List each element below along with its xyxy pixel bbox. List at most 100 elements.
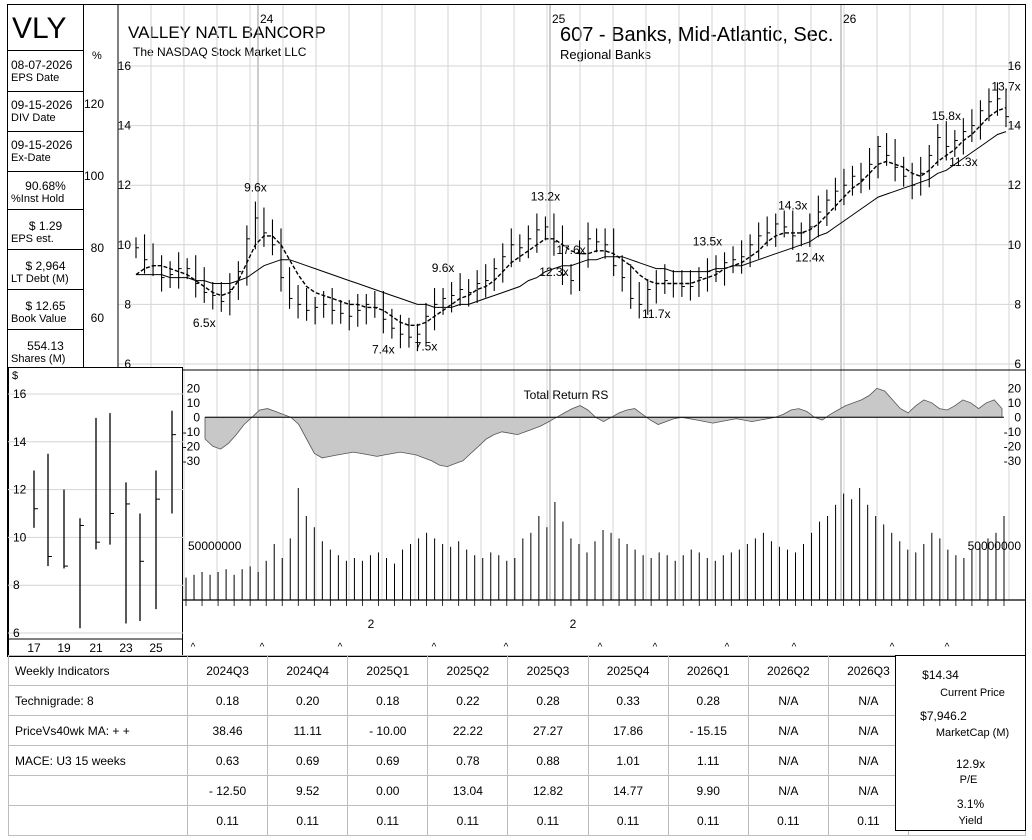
volume-ref-label-left: 50000000 xyxy=(188,539,242,553)
pe-label: P/E xyxy=(959,774,978,786)
event-caret: ^ xyxy=(792,642,797,653)
price-tick-right: 14 xyxy=(1008,119,1022,133)
price-tick-left: 14 xyxy=(118,119,132,133)
table-row: Technigrade: 8 0.18 0.20 0.18 0.22 0.28 0.33 0.… xyxy=(8,685,1027,716)
sidebar-fact: 554.13 Shares (M) xyxy=(8,330,83,370)
price-tick-left: 12 xyxy=(118,178,132,192)
year-label: 26 xyxy=(843,12,857,26)
table-cell: 0.11 xyxy=(507,805,589,836)
sidebar-fact: 09-15-2026 DIV Date xyxy=(8,92,83,132)
table-cell: 0.11 xyxy=(587,805,669,836)
sidebar-fact-label: DIV Date xyxy=(11,112,56,124)
pe-annotation: 7.4x xyxy=(372,343,395,357)
table-cell: 0.33 xyxy=(587,685,669,716)
table-cell: 0.88 xyxy=(507,745,589,776)
current-price: $14.34 xyxy=(922,668,959,682)
inset-price-tick: 14 xyxy=(13,435,27,449)
rs-tick-right: -10 xyxy=(1004,425,1022,439)
table-header-cell: 2026Q1 xyxy=(667,655,749,686)
table-header-cell: 2025Q4 xyxy=(587,655,669,686)
event-caret: ^ xyxy=(598,642,603,653)
pe-annotation: 11.3x xyxy=(949,155,977,169)
event-caret: ^ xyxy=(890,642,895,653)
table-cell: N/A xyxy=(747,745,829,776)
table-cell: - 15.15 xyxy=(667,715,749,746)
pe-ratio: 12.9x xyxy=(955,757,986,771)
table-row: - 12.50 9.52 0.00 13.04 12.82 14.77 9.90 N/A N/A… xyxy=(8,775,1027,806)
event-caret: ^ xyxy=(504,642,509,653)
market-cap-label: MarketCap (M) xyxy=(935,727,1010,739)
table-cell: N/A xyxy=(747,715,829,746)
table-cell: 0.11 xyxy=(747,805,829,836)
inset-price-tick: 10 xyxy=(13,530,27,544)
inset-chart: $ 6 8 10 12 14 16 17 19 21 23 25 xyxy=(8,370,183,655)
table-cell: 13.04 xyxy=(427,775,509,806)
event-caret: ^ xyxy=(432,642,437,653)
table-header-cell: 2026Q2 xyxy=(747,655,829,686)
table-cell: 17.86 xyxy=(587,715,669,746)
sidebar-fact-label: Book Value xyxy=(11,313,67,325)
event-caret: ^ xyxy=(260,642,265,653)
event-caret: ^ xyxy=(653,642,658,653)
sidebar-fact-value: 09-15-2026 xyxy=(11,138,73,152)
inset-price-tick: 8 xyxy=(13,578,20,592)
price-tick-right: 8 xyxy=(1014,297,1021,311)
rs-title: Total Return RS xyxy=(524,388,609,402)
event-caret: ^ xyxy=(945,642,950,653)
moving-average-fast xyxy=(135,107,1007,326)
rs-tick-right: 10 xyxy=(1008,396,1022,410)
table-cell: Technigrade: 8 xyxy=(8,685,188,716)
rs-plot xyxy=(204,387,1004,468)
split-marker: 2 xyxy=(570,617,577,631)
pe-annotation: 6.5x xyxy=(193,316,216,330)
main-chart: 9.6x 6.5x 7.4x 9.6x 7.5x 13.2x 12.3x 17.6x 11.7x… xyxy=(84,4,1026,653)
dividend-yield: 3.1% xyxy=(956,797,985,811)
table-cell: 9.52 xyxy=(267,775,349,806)
rs-tick-right: -20 xyxy=(1004,439,1022,453)
table-row: PriceVs40wk MA: + +38.46 11.11- 10.00 22.2… xyxy=(8,715,1027,746)
table-row: 0.110.110.110.110.110.110.110.110.11DIV xyxy=(8,805,1027,836)
inset-x-label: 17 xyxy=(27,641,41,655)
table-header-cell: 2025Q3 xyxy=(507,655,589,686)
table-cell: 27.27 xyxy=(507,715,589,746)
sidebar-fact-label: LT Debt (M) xyxy=(11,273,69,285)
pct-tick: 120 xyxy=(84,97,104,111)
table-cell: 0.28 xyxy=(507,685,589,716)
sidebar-fact: $ 12.65 Book Value xyxy=(8,290,83,330)
sidebar-fact-value: 09-15-2026 xyxy=(11,98,73,112)
rs-tick-left: 20 xyxy=(187,381,201,395)
price-tick-right: 12 xyxy=(1008,178,1022,192)
rs-tick-left: 0 xyxy=(193,410,200,424)
industry-subtitle: Regional Banks xyxy=(560,47,652,62)
year-label: 24 xyxy=(260,12,274,26)
inset-x-label: 25 xyxy=(149,641,163,655)
event-caret: ^ xyxy=(725,642,730,653)
table-cell: 0.11 xyxy=(667,805,749,836)
rs-tick-right: 20 xyxy=(1008,381,1022,395)
chart-grid xyxy=(117,4,1026,601)
sidebar-fact: $ 1.29 EPS est. xyxy=(8,210,83,250)
table-header-cell: Weekly Indicators xyxy=(8,655,188,686)
table-header-cell: 2025Q2 xyxy=(427,655,509,686)
price-plot: 9.6x 6.5x 7.4x 9.6x 7.5x 13.2x 12.3x 17.6x 11.7x… xyxy=(135,79,1021,357)
table-cell: 0.18 xyxy=(186,685,269,716)
pe-annotation: 13.2x xyxy=(531,190,560,204)
table-cell: 38.46 xyxy=(186,715,269,746)
sidebar-fact-label: EPS Date xyxy=(11,72,60,84)
table-cell: 0.00 xyxy=(347,775,429,806)
pe-annotation: 9.6x xyxy=(432,261,455,275)
inset-currency: $ xyxy=(12,370,18,382)
sidebar-fact-value: $ 1.29 xyxy=(28,219,63,233)
market-cap: $7,946.2 xyxy=(920,709,967,723)
price-tick-right: 10 xyxy=(1008,238,1022,252)
volume-ref-label-right: 50000000 xyxy=(968,539,1022,553)
ticker-symbol: VLY xyxy=(12,12,67,45)
inset-x-label: 23 xyxy=(119,641,133,655)
yield-label: Yield xyxy=(958,815,983,827)
price-tick-left: 10 xyxy=(118,238,132,252)
inset-price-tick: 12 xyxy=(13,483,27,497)
table-cell: 0.28 xyxy=(667,685,749,716)
sidebar-fact-label: EPS est. xyxy=(11,233,54,245)
inset-price-tick: 16 xyxy=(13,387,27,401)
sidebar-fact: 08-07-2026 EPS Date xyxy=(8,52,83,92)
